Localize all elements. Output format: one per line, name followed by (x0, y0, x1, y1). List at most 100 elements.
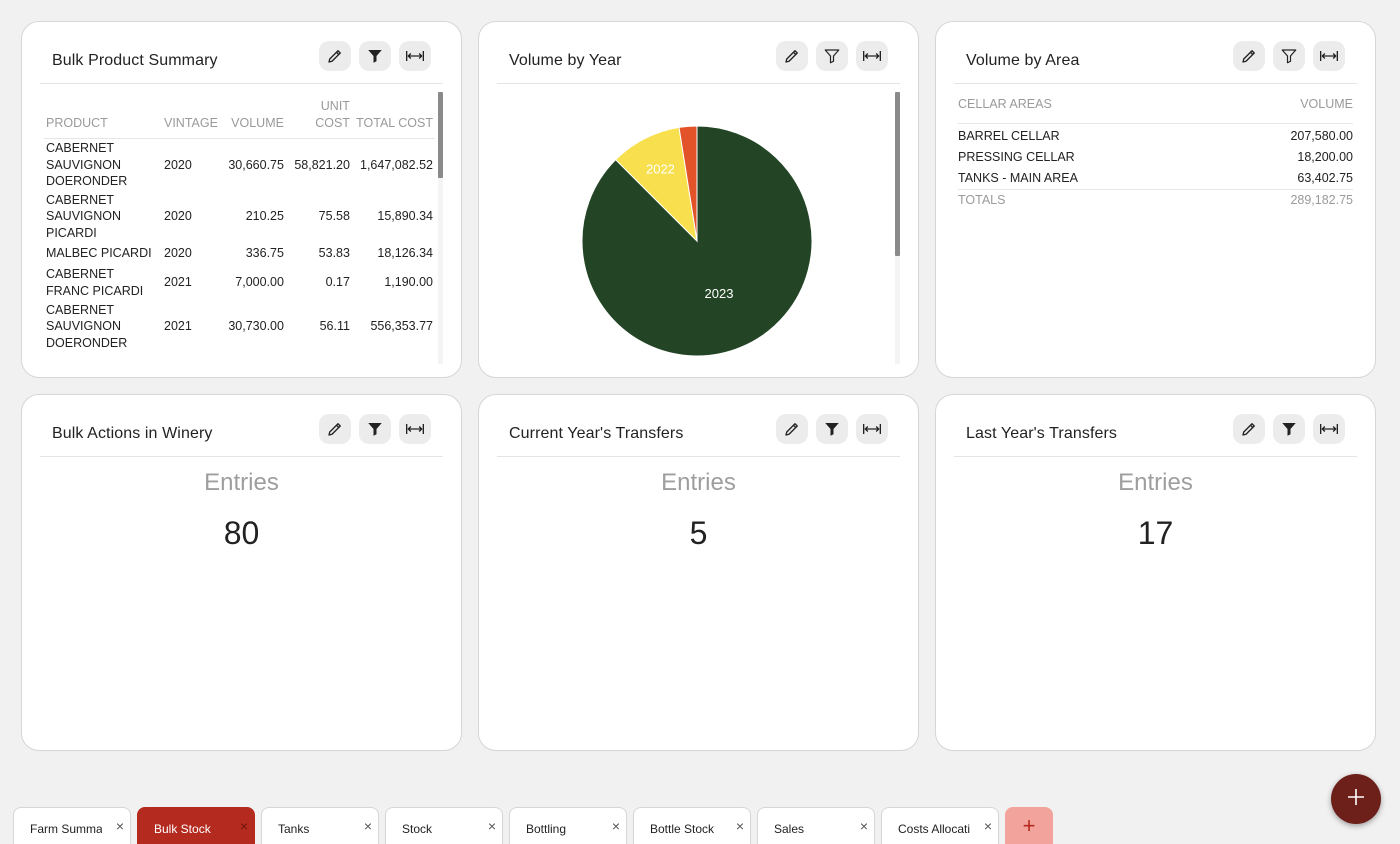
edit-button[interactable] (319, 414, 351, 444)
close-icon[interactable]: × (859, 818, 868, 834)
table-row[interactable]: BARREL CELLAR 207,580.00 (958, 126, 1353, 147)
tab-tanks[interactable]: Tanks × (261, 807, 379, 844)
cell-volume: 336.75 (245, 246, 284, 261)
chart-scrollbar[interactable] (895, 92, 900, 364)
scrollbar-thumb[interactable] (438, 92, 443, 178)
pencil-icon (1240, 47, 1258, 65)
table-row[interactable]: CABERNET SAUVIGNON DOERONDER 2021 30,730… (44, 301, 435, 353)
cell-total-cost: 15,890.34 (377, 209, 433, 224)
volume-by-year-pie-chart: 2023 2022 (581, 125, 813, 357)
pie-slice-series-2[interactable] (678, 125, 698, 242)
tab-label: Bottle Stock (650, 822, 715, 836)
cell-product: MALBEC PICARDI (46, 246, 152, 261)
expand-width-icon (1319, 422, 1339, 436)
bulk-product-summary-card: Bulk Product Summary PRODUCT VINTAGE VOL… (21, 21, 462, 378)
volume-by-area-card: Volume by Area CELLAR AREAS VOLUME BARRE… (935, 21, 1376, 378)
table-header-row: PRODUCT VINTAGE VOLUME UNIT COST TOTAL C… (44, 92, 435, 139)
cell-unit-cost: 56.11 (319, 319, 350, 334)
add-widget-button[interactable] (1331, 774, 1381, 824)
close-icon[interactable]: × (983, 818, 992, 834)
filter-icon (823, 420, 841, 438)
cell-product: CABERNET SAUVIGNON DOERONDER (46, 141, 128, 189)
cell-area: PRESSING CELLAR (958, 150, 1075, 164)
tab-label: Bulk Stock (154, 822, 211, 836)
cell-unit-cost: 53.83 (318, 246, 350, 261)
edit-button[interactable] (319, 41, 351, 71)
close-icon[interactable]: × (487, 818, 496, 834)
edit-button[interactable] (1233, 41, 1265, 71)
totals-label: TOTALS (958, 193, 1006, 207)
pencil-icon (1240, 420, 1258, 438)
pencil-icon (783, 47, 801, 65)
add-tab-button[interactable]: + (1005, 807, 1053, 844)
pie-label-2022: 2022 (646, 161, 675, 176)
table-row[interactable]: CABERNET SAUVIGNON PICARDI 2020 210.25 7… (44, 191, 435, 243)
tab-sales[interactable]: Sales × (757, 807, 875, 844)
expand-width-button[interactable] (856, 414, 888, 444)
edit-button[interactable] (1233, 414, 1265, 444)
tab-farm-summary[interactable]: Farm Summary × (13, 807, 131, 844)
table-row[interactable]: TANKS - MAIN AREA 63,402.75 (958, 168, 1353, 189)
expand-width-button[interactable] (856, 41, 888, 71)
filter-button[interactable] (1273, 414, 1305, 444)
table-row[interactable]: PRESSING CELLAR 18,200.00 (958, 147, 1353, 168)
cell-unit-cost: 58,821.20 (294, 157, 350, 172)
totals-value: 289,182.75 (1290, 193, 1353, 207)
table-row[interactable]: CABERNET FRANC PICARDI 2021 7,000.00 0.1… (44, 265, 435, 301)
close-icon[interactable]: × (239, 818, 248, 834)
filter-button[interactable] (816, 41, 848, 71)
edit-button[interactable] (776, 414, 808, 444)
tab-costs-allocation[interactable]: Costs Allocation × (881, 807, 999, 844)
cell-vintage: 2020 (164, 209, 192, 224)
close-icon[interactable]: × (611, 818, 620, 834)
cell-vintage: 2020 (164, 246, 192, 261)
filter-button[interactable] (816, 414, 848, 444)
tab-label: Costs Allocation (898, 822, 970, 836)
pencil-icon (326, 47, 344, 65)
close-icon[interactable]: × (363, 818, 372, 834)
tab-label: Stock (402, 822, 433, 836)
table-row[interactable]: CABERNET SAUVIGNON DOERONDER 2020 30,660… (44, 139, 435, 191)
cell-volume: 7,000.00 (235, 275, 284, 290)
tab-label: Bottling (526, 822, 567, 836)
close-icon[interactable]: × (735, 818, 744, 834)
filter-button[interactable] (359, 414, 391, 444)
expand-width-button[interactable] (1313, 41, 1345, 71)
card-title: Bulk Actions in Winery (52, 425, 213, 442)
filter-outline-icon (1280, 47, 1298, 65)
tab-stock[interactable]: Stock × (385, 807, 503, 844)
cell-volume: 63,402.75 (1297, 171, 1353, 185)
expand-width-button[interactable] (1313, 414, 1345, 444)
column-header-unit-cost: UNIT COST (285, 92, 352, 139)
last-year-transfers-card: Last Year's Transfers Entries 17 (935, 394, 1376, 751)
cell-total-cost: 1,190.00 (384, 275, 433, 290)
pie-slice-2023[interactable] (581, 125, 813, 357)
pencil-icon (326, 420, 344, 438)
dashboard-tab-bar: Farm Summary× Bulk Stock× Tanks× Stock× … (13, 807, 1053, 844)
plus-icon (1347, 788, 1365, 811)
column-header-cellar-areas: CELLAR AREAS (958, 97, 1052, 111)
tab-bottle-stock[interactable]: Bottle Stock × (633, 807, 751, 844)
expand-width-icon (405, 49, 425, 63)
tab-label: Sales (774, 822, 805, 836)
expand-width-icon (405, 422, 425, 436)
expand-width-button[interactable] (399, 41, 431, 71)
column-header-vintage: VINTAGE (162, 92, 220, 139)
scrollbar-thumb[interactable] (895, 92, 900, 256)
entries-count: 17 (1137, 515, 1174, 551)
expand-width-button[interactable] (399, 414, 431, 444)
cell-vintage: 2021 (164, 319, 192, 334)
table-row[interactable]: MALBEC PICARDI 2020 336.75 53.83 18,126.… (44, 243, 435, 265)
tab-bottling[interactable]: Bottling × (509, 807, 627, 844)
tab-bulk-stock[interactable]: Bulk Stock × (137, 807, 255, 844)
table-scrollbar[interactable] (438, 92, 443, 364)
pie-label-2023: 2023 (705, 286, 734, 301)
filter-button[interactable] (1273, 41, 1305, 71)
close-icon[interactable]: × (115, 818, 124, 834)
pie-slice-2022[interactable] (614, 126, 698, 243)
edit-button[interactable] (776, 41, 808, 71)
column-header-total-cost: TOTAL COST (351, 92, 435, 139)
filter-button[interactable] (359, 41, 391, 71)
card-header: Bulk Product Summary (40, 22, 443, 84)
cell-total-cost: 18,126.34 (377, 246, 433, 261)
